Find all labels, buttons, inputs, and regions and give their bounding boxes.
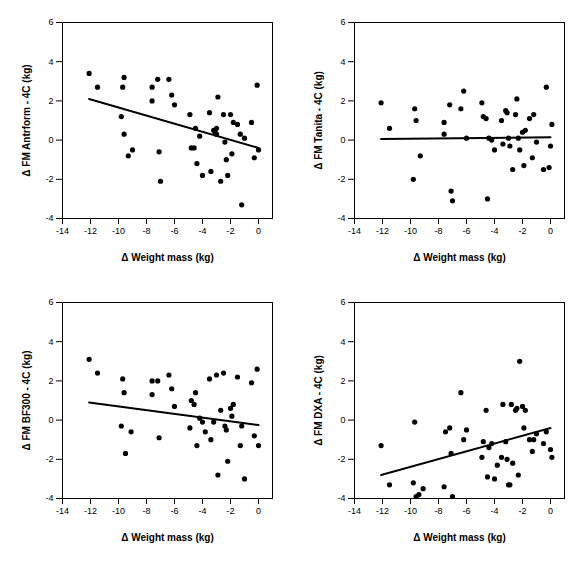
svg-text:-2: -2 (518, 506, 526, 516)
svg-text:Δ Weight mass (kg): Δ Weight mass (kg) (413, 532, 506, 543)
svg-text:-4: -4 (198, 226, 206, 236)
svg-text:Δ FM DXA - 4C (kg): Δ FM DXA - 4C (kg) (313, 355, 324, 446)
svg-text:0: 0 (256, 226, 261, 236)
svg-text:6: 6 (340, 297, 345, 307)
svg-text:0: 0 (48, 415, 53, 425)
svg-text:0: 0 (48, 135, 53, 145)
svg-text:-10: -10 (404, 226, 417, 236)
svg-text:-10: -10 (112, 226, 125, 236)
svg-text:4: 4 (48, 57, 53, 67)
svg-text:-2: -2 (337, 454, 345, 464)
svg-text:-8: -8 (434, 226, 442, 236)
svg-text:-14: -14 (348, 506, 361, 516)
svg-text:Δ Weight mass (kg): Δ Weight mass (kg) (413, 252, 506, 263)
svg-text:0: 0 (548, 506, 553, 516)
svg-text:-4: -4 (490, 226, 498, 236)
svg-text:2: 2 (340, 96, 345, 106)
svg-text:-8: -8 (142, 226, 150, 236)
svg-text:Δ FM BF300 - 4C (kg): Δ FM BF300 - 4C (kg) (21, 351, 32, 451)
svg-text:4: 4 (340, 337, 345, 347)
svg-text:-10: -10 (404, 506, 417, 516)
svg-text:Δ Weight mass (kg): Δ Weight mass (kg) (121, 532, 214, 543)
svg-text:-12: -12 (84, 226, 97, 236)
svg-text:-14: -14 (348, 226, 361, 236)
svg-text:-2: -2 (337, 174, 345, 184)
svg-text:-8: -8 (434, 506, 442, 516)
svg-text:-2: -2 (518, 226, 526, 236)
svg-text:-4: -4 (198, 506, 206, 516)
svg-text:6: 6 (340, 17, 345, 27)
svg-text:-12: -12 (84, 506, 97, 516)
svg-text:6: 6 (48, 297, 53, 307)
svg-text:-4: -4 (45, 493, 53, 503)
svg-text:Δ Weight mass (kg): Δ Weight mass (kg) (121, 252, 214, 263)
svg-text:2: 2 (48, 376, 53, 386)
svg-text:6: 6 (48, 17, 53, 27)
svg-text:-4: -4 (337, 213, 345, 223)
svg-text:-12: -12 (376, 226, 389, 236)
svg-text:-2: -2 (226, 226, 234, 236)
svg-text:-12: -12 (376, 506, 389, 516)
svg-text:-2: -2 (45, 174, 53, 184)
svg-text:4: 4 (48, 337, 53, 347)
svg-text:-14: -14 (56, 226, 69, 236)
svg-text:-4: -4 (337, 493, 345, 503)
svg-text:4: 4 (340, 57, 345, 67)
svg-text:-2: -2 (45, 454, 53, 464)
svg-text:-4: -4 (45, 213, 53, 223)
svg-text:Δ FM Tanita - 4C (kg): Δ FM Tanita - 4C (kg) (313, 71, 324, 170)
svg-text:Δ FM Antrform - 4C (kg): Δ FM Antrform - 4C (kg) (21, 64, 32, 176)
svg-text:0: 0 (548, 226, 553, 236)
svg-text:-2: -2 (226, 506, 234, 516)
svg-text:2: 2 (48, 96, 53, 106)
svg-text:0: 0 (340, 415, 345, 425)
svg-text:-4: -4 (490, 506, 498, 516)
svg-text:-6: -6 (462, 506, 470, 516)
svg-text:-6: -6 (170, 226, 178, 236)
svg-text:-6: -6 (462, 226, 470, 236)
svg-text:0: 0 (256, 506, 261, 516)
svg-text:-6: -6 (170, 506, 178, 516)
svg-text:-8: -8 (142, 506, 150, 516)
svg-text:-14: -14 (56, 506, 69, 516)
svg-text:2: 2 (340, 376, 345, 386)
svg-text:-10: -10 (112, 506, 125, 516)
svg-text:0: 0 (340, 135, 345, 145)
